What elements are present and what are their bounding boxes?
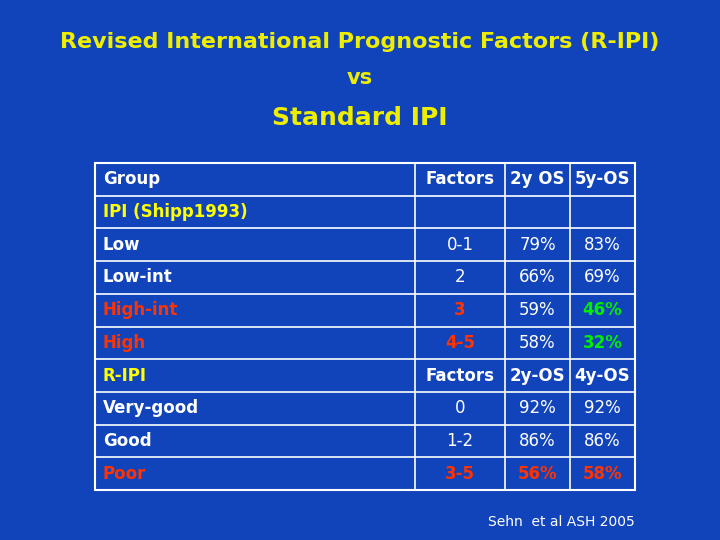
Text: 86%: 86%: [519, 432, 556, 450]
Text: Low-int: Low-int: [103, 268, 173, 286]
Text: R-IPI: R-IPI: [103, 367, 147, 384]
Text: Poor: Poor: [103, 464, 146, 483]
Text: 56%: 56%: [518, 464, 557, 483]
Text: Factors: Factors: [426, 367, 495, 384]
Text: Good: Good: [103, 432, 152, 450]
Text: Very-good: Very-good: [103, 399, 199, 417]
Text: 32%: 32%: [582, 334, 622, 352]
Text: High: High: [103, 334, 146, 352]
Text: Sehn  et al ASH 2005: Sehn et al ASH 2005: [488, 515, 635, 529]
Text: 79%: 79%: [519, 236, 556, 254]
Text: 2y OS: 2y OS: [510, 170, 564, 188]
Text: Low: Low: [103, 236, 140, 254]
Text: Revised International Prognostic Factors (R-IPI): Revised International Prognostic Factors…: [60, 32, 660, 52]
Text: 3-5: 3-5: [445, 464, 475, 483]
Text: 1-2: 1-2: [446, 432, 474, 450]
Text: 58%: 58%: [582, 464, 622, 483]
Text: 46%: 46%: [582, 301, 622, 319]
Text: IPI (Shipp1993): IPI (Shipp1993): [103, 203, 248, 221]
Text: 58%: 58%: [519, 334, 556, 352]
Text: 92%: 92%: [584, 399, 621, 417]
Text: 66%: 66%: [519, 268, 556, 286]
Text: 4y-OS: 4y-OS: [575, 367, 630, 384]
Text: 2y-OS: 2y-OS: [510, 367, 565, 384]
Text: 59%: 59%: [519, 301, 556, 319]
Text: 4-5: 4-5: [445, 334, 475, 352]
Text: 92%: 92%: [519, 399, 556, 417]
Text: Group: Group: [103, 170, 160, 188]
Text: Factors: Factors: [426, 170, 495, 188]
Text: 0-1: 0-1: [446, 236, 474, 254]
Text: vs: vs: [347, 68, 373, 88]
Text: 2: 2: [455, 268, 465, 286]
Bar: [95, 163, 635, 490]
Text: 69%: 69%: [584, 268, 621, 286]
Text: Standard IPI: Standard IPI: [272, 106, 448, 130]
Text: 5y-OS: 5y-OS: [575, 170, 630, 188]
Text: 83%: 83%: [584, 236, 621, 254]
Text: 3: 3: [454, 301, 466, 319]
Text: High-int: High-int: [103, 301, 179, 319]
Text: 86%: 86%: [584, 432, 621, 450]
Text: 0: 0: [455, 399, 465, 417]
